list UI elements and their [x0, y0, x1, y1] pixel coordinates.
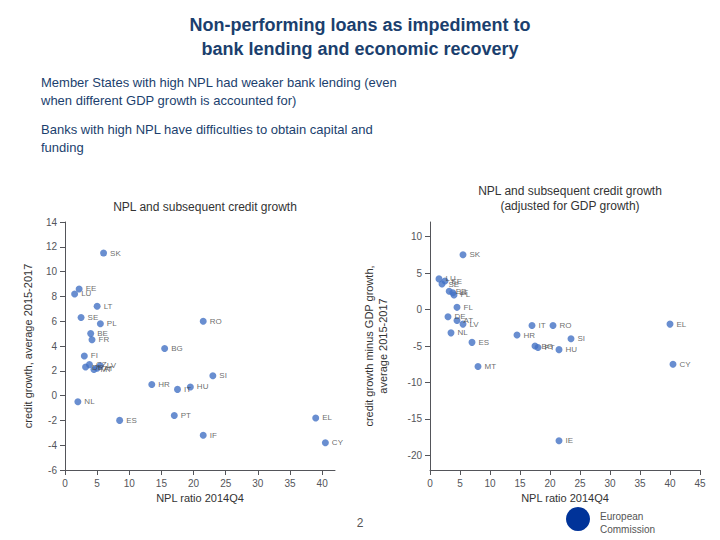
svg-text:credit growth, average 2015-20: credit growth, average 2015-2017	[22, 264, 34, 429]
svg-text:15: 15	[156, 478, 168, 489]
svg-text:LU: LU	[81, 289, 92, 299]
svg-text:Banks with high NPL have diffi: Banks with high NPL have difficulties to…	[41, 122, 373, 137]
svg-text:MT: MT	[485, 362, 497, 371]
svg-text:BG: BG	[171, 344, 183, 353]
svg-text:35: 35	[634, 478, 646, 489]
svg-text:NL: NL	[458, 328, 469, 337]
svg-text:EL: EL	[322, 413, 332, 422]
svg-text:-4: -4	[48, 440, 57, 451]
svg-text:IE: IE	[566, 436, 574, 445]
svg-text:IT: IT	[539, 321, 546, 330]
svg-text:CY: CY	[680, 360, 692, 369]
svg-text:ES: ES	[479, 338, 490, 347]
svg-text:FI: FI	[91, 351, 98, 360]
svg-text:-15: -15	[408, 413, 423, 424]
svg-text:when different GDP growth is a: when different GDP growth is accounted f…	[40, 93, 296, 108]
svg-text:-2: -2	[48, 415, 57, 426]
svg-text:-5: -5	[413, 341, 422, 352]
svg-text:0: 0	[427, 478, 433, 489]
svg-text:CY: CY	[332, 438, 344, 447]
svg-text:ES: ES	[126, 416, 137, 425]
svg-text:SK: SK	[470, 250, 481, 259]
svg-text:40: 40	[664, 478, 676, 489]
svg-text:RO: RO	[560, 321, 572, 330]
svg-text:5: 5	[416, 268, 422, 279]
svg-text:45: 45	[694, 478, 706, 489]
svg-text:PT: PT	[545, 343, 555, 352]
svg-text:bank lending and economic reco: bank lending and economic recovery	[201, 39, 518, 59]
svg-text:SI: SI	[219, 371, 227, 380]
svg-text:12: 12	[46, 241, 58, 252]
svg-text:2: 2	[51, 365, 57, 376]
svg-text:RO: RO	[210, 317, 222, 326]
svg-text:NL: NL	[84, 397, 95, 406]
svg-text:DE: DE	[454, 312, 466, 322]
svg-text:HR: HR	[524, 331, 536, 340]
svg-text:20: 20	[188, 478, 200, 489]
svg-text:4: 4	[51, 341, 57, 352]
svg-text:(adjusted for GDP growth): (adjusted for GDP growth)	[500, 199, 639, 213]
svg-text:0: 0	[51, 390, 57, 401]
svg-text:2: 2	[357, 516, 364, 530]
svg-text:40: 40	[317, 478, 329, 489]
svg-text:EE: EE	[452, 277, 463, 286]
svg-text:10: 10	[46, 266, 58, 277]
svg-text:30: 30	[604, 478, 616, 489]
svg-text:AT: AT	[463, 316, 474, 325]
svg-text:PL: PL	[107, 319, 117, 328]
svg-text:NPL and subsequent credit grow: NPL and subsequent credit growth	[113, 200, 297, 214]
svg-text:NPL ratio 2014Q4: NPL ratio 2014Q4	[521, 492, 609, 504]
svg-text:FL: FL	[464, 303, 474, 312]
svg-text:SI: SI	[578, 334, 586, 343]
svg-text:BE: BE	[97, 329, 108, 339]
svg-text:6: 6	[51, 316, 57, 327]
svg-text:funding: funding	[41, 140, 84, 155]
svg-text:LV: LV	[470, 320, 480, 329]
svg-text:IT: IT	[184, 385, 191, 394]
svg-text:0: 0	[62, 478, 68, 489]
svg-text:Member States with high NPL ha: Member States with high NPL had weaker b…	[41, 75, 397, 90]
svg-text:SK: SK	[110, 249, 121, 258]
svg-text:Commission: Commission	[600, 524, 655, 535]
svg-text:credit growth minus GDP growth: credit growth minus GDP growth,	[363, 265, 375, 426]
svg-text:10: 10	[484, 478, 496, 489]
svg-text:-20: -20	[408, 450, 423, 461]
svg-text:10: 10	[411, 231, 423, 242]
svg-text:Non-performing loans as impedi: Non-performing loans as impediment to	[189, 15, 530, 35]
svg-text:14: 14	[46, 217, 58, 228]
svg-text:PT: PT	[181, 411, 191, 420]
svg-text:HU: HU	[566, 345, 578, 354]
svg-text:25: 25	[574, 478, 586, 489]
svg-text:8: 8	[51, 291, 57, 302]
svg-text:IF: IF	[210, 431, 217, 440]
svg-text:0: 0	[416, 304, 422, 315]
svg-text:average 2015-2017: average 2015-2017	[377, 298, 389, 393]
svg-text:LV: LV	[107, 361, 117, 370]
svg-text:30: 30	[252, 478, 264, 489]
svg-text:NPL ratio 2014Q4: NPL ratio 2014Q4	[156, 492, 244, 504]
svg-text:15: 15	[514, 478, 526, 489]
svg-text:HU: HU	[197, 382, 209, 391]
svg-text:EL: EL	[677, 320, 687, 329]
svg-text:EE: EE	[86, 284, 97, 293]
svg-text:European: European	[600, 511, 643, 522]
svg-text:PL: PL	[461, 290, 471, 299]
svg-text:HR: HR	[158, 380, 170, 389]
svg-text:SE: SE	[88, 313, 99, 322]
svg-text:35: 35	[284, 478, 296, 489]
svg-text:NPL and subsequent credit grow: NPL and subsequent credit growth	[478, 184, 662, 198]
svg-text:5: 5	[94, 478, 100, 489]
svg-text:10: 10	[124, 478, 136, 489]
svg-text:FR: FR	[99, 335, 110, 344]
svg-text:LT: LT	[104, 302, 113, 311]
svg-text:25: 25	[220, 478, 232, 489]
svg-text:-10: -10	[408, 377, 423, 388]
svg-text:20: 20	[544, 478, 556, 489]
svg-text:-6: -6	[48, 465, 57, 476]
svg-text:5: 5	[457, 478, 463, 489]
